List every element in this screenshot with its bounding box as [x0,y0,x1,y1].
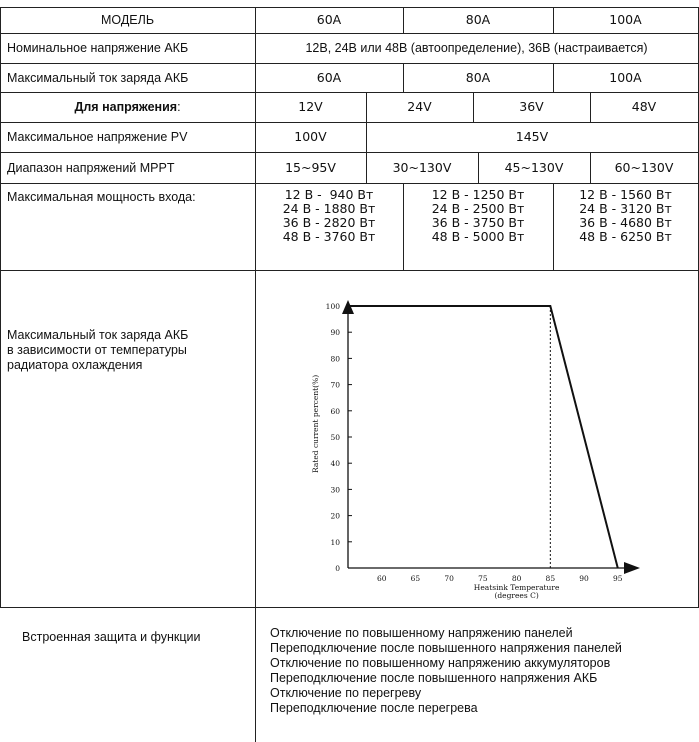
voltage-12v: 12V [298,99,323,114]
model-60a: 60A [316,12,342,27]
pv-voltage-100v: 100V [294,129,327,144]
protection-item: Переподключение после перегрева [270,701,478,715]
y-tick-label: 50 [330,433,340,442]
derating-label-line: Максимальный ток заряда АКБ [7,328,189,342]
protection-label: Встроенная защита и функции [22,630,201,644]
voltage-24v: 24V [407,99,432,114]
derating-label-line: в зависимости от температуры [7,343,187,357]
charge-current-60a: 60A [316,70,342,85]
x-tick-label: 65 [411,574,421,583]
x-tick-label: 90 [579,574,589,583]
derating-curve [348,305,619,569]
power-line: 36 В - 3750 Вт [431,215,525,230]
x-tick-label: 95 [613,574,623,583]
x-axis-arrow [624,562,640,574]
model-80a: 80A [465,12,491,27]
mppt-range-12v: 15~95V [285,160,336,175]
power-line: 36 В - 2820 Вт [282,215,376,230]
y-tick-label: 10 [330,538,340,547]
power-line: 24 В - 2500 Вт [431,201,525,216]
x-tick-label: 75 [478,574,488,583]
power-group-80a: 12 В - 1250 Вт 24 В - 2500 Вт 36 В - 375… [403,188,553,244]
x-tick-label: 70 [444,574,454,583]
x-axis-label: Heatsink Temperature [474,583,560,592]
power-line: 24 В - 3120 Вт [579,201,672,216]
mppt-range-24v: 30~130V [392,160,452,175]
nominal-voltage-value: 12В, 24В или 48В (автоопределение), 36В … [305,41,648,55]
power-group-60a: 12 В - 940 Вт 24 В - 1880 Вт 36 В - 2820… [255,188,403,244]
power-line: 48 В - 6250 Вт [579,229,672,244]
nominal-voltage-label: Номинальное напряжение АКБ [7,41,189,55]
power-line: 12 В - 1560 Вт [579,187,672,202]
x-tick-label: 80 [512,574,522,583]
derating-chart: 0 10 20 30 40 50 60 70 80 90 100 60 65 70 75 80 85 90 95 He… [311,300,640,600]
charge-current-80a: 80A [465,70,491,85]
derating-label: Максимальный ток заряда АКБ в зависимост… [7,328,188,373]
max-input-power-label: Максимальная мощность входа: [7,190,196,204]
voltage-48v: 48V [631,99,657,114]
x-axis-label: (degrees C) [494,591,538,600]
protection-item: Переподключение после повышенного напряж… [270,671,598,685]
for-voltage-label: Для напряжения: [74,100,181,114]
protection-list: Отключение по повышенному напряжению пан… [270,626,622,716]
y-tick-label: 20 [330,512,340,521]
max-pv-voltage-label: Максимальное напряжение PV [7,130,188,144]
protection-item: Отключение по повышенному напряжению пан… [270,626,573,640]
power-line: 36 В - 4680 Вт [579,215,672,230]
power-line: 48 В - 5000 Вт [431,229,525,244]
y-tick-label: 40 [330,459,340,468]
mppt-range-48v: 60~130V [614,160,674,175]
y-tick-label: 100 [326,302,341,311]
max-charge-current-label: Максимальный ток заряда АКБ [7,71,189,85]
derating-label-line: радиатора охлаждения [7,358,143,372]
power-group-100a: 12 В - 1560 Вт 24 В - 3120 Вт 36 В - 468… [553,188,698,244]
mppt-range-label: Диапазон напряжений MPPT [7,161,175,175]
charge-current-100a: 100A [609,70,642,85]
power-line: 24 В - 1880 Вт [282,201,376,216]
pv-voltage-145v: 145V [515,129,549,144]
voltage-36v: 36V [519,99,544,114]
protection-item: Отключение по повышенному напряжению акк… [270,656,611,670]
protection-item: Переподключение после повышенного напряж… [270,641,622,655]
mppt-range-36v: 45~130V [504,160,564,175]
y-tick-label: 90 [330,328,340,337]
y-tick-label: 70 [330,381,340,390]
protection-item: Отключение по перегреву [270,686,422,700]
x-tick-label: 60 [377,574,387,583]
model-100a: 100A [609,12,642,27]
y-axis-label: Rated current percent(%) [311,375,320,473]
power-line: 12 В - 940 Вт [284,187,374,202]
x-tick-label: 85 [546,574,556,583]
model-label: МОДЕЛЬ [100,13,155,27]
y-tick-label: 30 [330,485,340,494]
power-line: 12 В - 1250 Вт [431,187,525,202]
y-tick-label: 60 [330,407,340,416]
power-line: 48 В - 3760 Вт [282,229,376,244]
y-tick-label: 80 [330,354,340,363]
y-tick-label: 0 [335,564,340,573]
